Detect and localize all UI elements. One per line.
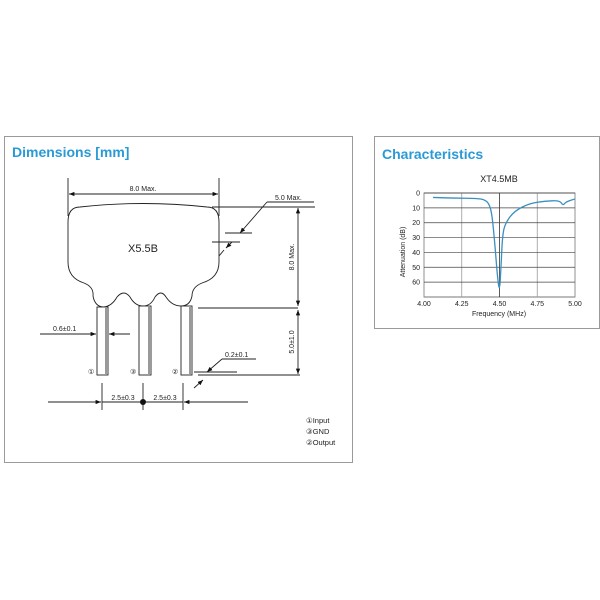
x-tick-label: 5.00 <box>568 301 582 308</box>
thickness-label: 5.0 Max. <box>275 195 302 202</box>
attenuation-chart: XT4.5MB Frequency (MHz) Attenuation (dB)… <box>400 174 582 318</box>
legend-input: ①Input <box>306 416 330 425</box>
pin-label-3: ③ <box>130 368 136 376</box>
lead-length-label: 5.0±1.0 <box>289 330 296 353</box>
width-label: 8.0 Max. <box>130 186 157 193</box>
attenuation-curve <box>433 196 576 288</box>
y-tick-label: 20 <box>412 220 420 227</box>
dimensions-title: Dimensions [mm] <box>12 144 130 160</box>
pitch-left-label: 2.5±0.3 <box>111 395 134 402</box>
y-tick-label: 0 <box>416 191 420 198</box>
y-tick-label: 30 <box>412 235 420 242</box>
x-tick-label: 4.75 <box>530 301 544 308</box>
x-tick-label: 4.25 <box>455 301 469 308</box>
component-body <box>67 203 220 308</box>
lead-1 <box>96 306 109 376</box>
lead-2 <box>180 305 193 376</box>
lead-width-label: 0.6±0.1 <box>53 326 76 333</box>
chart-title: XT4.5MB <box>480 174 518 184</box>
pitch-center-dot <box>140 399 146 405</box>
x-tick-label: 4.00 <box>417 301 431 308</box>
pitch-right-label: 2.5±0.3 <box>153 395 176 402</box>
y-tick-label: 60 <box>412 280 420 287</box>
y-tick-label: 40 <box>412 250 420 257</box>
y-tick-label: 50 <box>412 265 420 272</box>
lead-thickness-leader <box>206 358 223 373</box>
x-tick-label: 4.50 <box>493 301 507 308</box>
y-tick-label: 10 <box>412 205 420 212</box>
characteristics-title: Characteristics <box>382 146 484 162</box>
part-marking: X5.5B <box>128 243 158 255</box>
pin-label-2: ② <box>172 368 178 376</box>
thickness-leader <box>239 201 268 234</box>
height-label: 8.0 Max. <box>289 244 296 271</box>
y-axis-label: Attenuation (dB) <box>400 227 407 278</box>
lead-thickness-label: 0.2±0.1 <box>225 352 248 359</box>
x-axis-label: Frequency (MHz) <box>472 311 526 318</box>
pin-label-1: ① <box>88 368 94 376</box>
legend-output: ②Output <box>306 438 336 447</box>
legend-gnd: ③GND <box>306 427 330 436</box>
